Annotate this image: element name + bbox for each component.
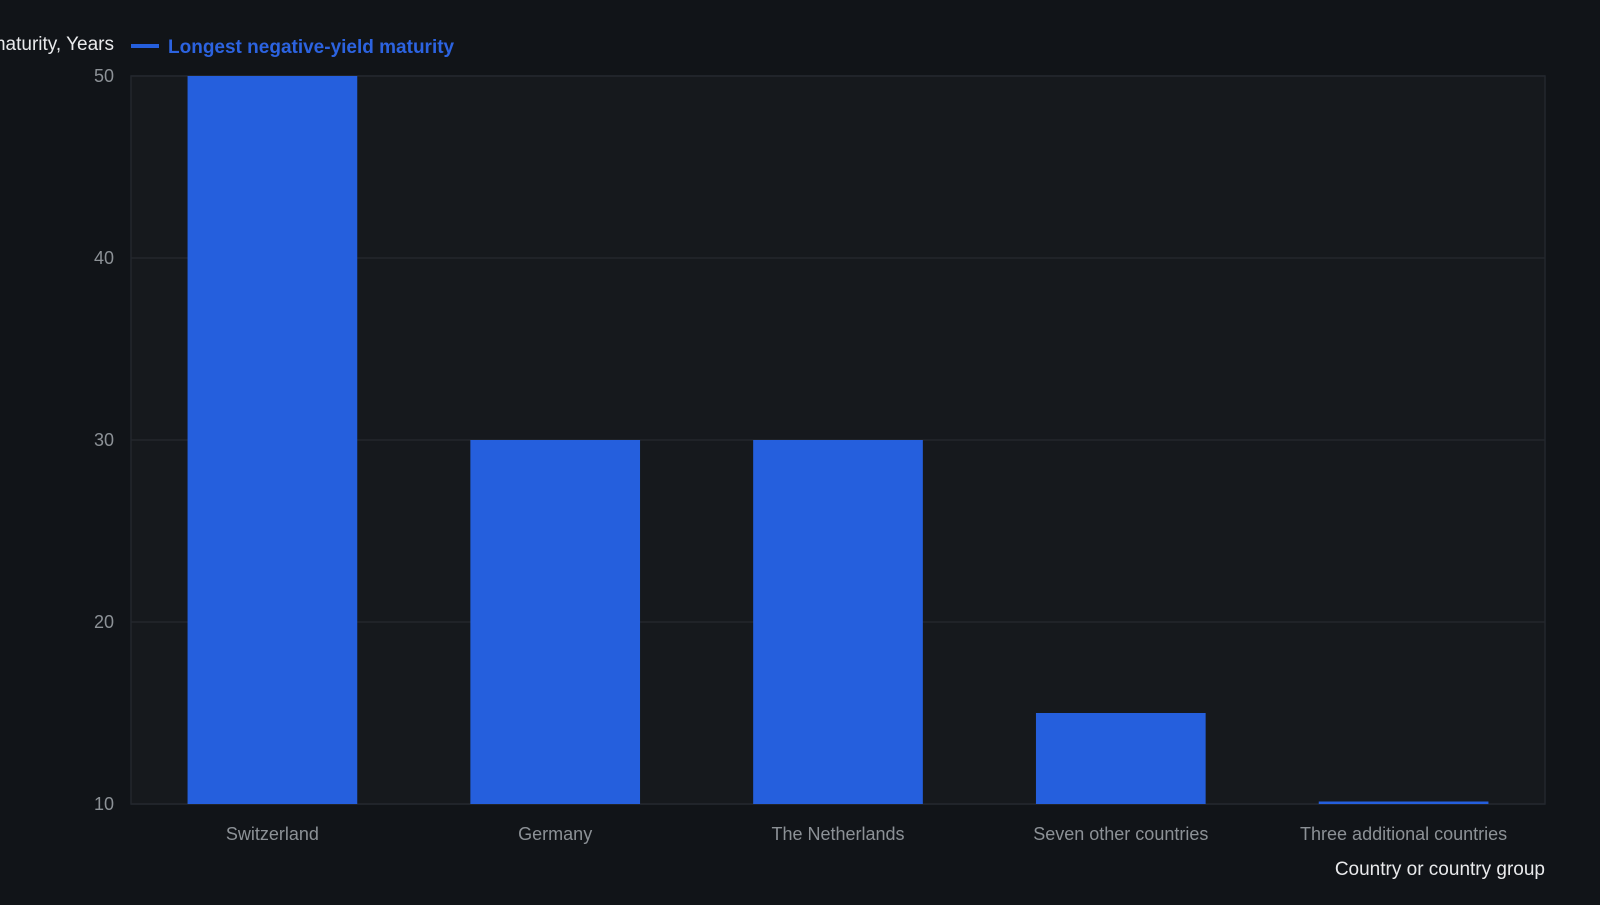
y-tick-label: 50 xyxy=(94,66,114,86)
y-tick-label: 10 xyxy=(94,794,114,814)
x-axis-ticks: Switzerland Germany The Netherlands Seven o… xyxy=(226,824,1507,844)
x-tick-label: Germany xyxy=(518,824,592,844)
x-tick-label: Switzerland xyxy=(226,824,319,844)
x-tick-label: Three additional countries xyxy=(1300,824,1507,844)
bar[interactable] xyxy=(1035,713,1206,804)
bar[interactable] xyxy=(753,440,923,804)
bar[interactable] xyxy=(187,76,358,804)
x-tick-label: Seven other countries xyxy=(1033,824,1208,844)
x-tick-label: The Netherlands xyxy=(771,824,904,844)
y-axis-label: maturity, Years xyxy=(0,34,114,55)
bars xyxy=(187,76,1489,805)
legend-label: Longest negative-yield maturity xyxy=(168,37,455,58)
y-tick-label: 40 xyxy=(94,248,114,268)
y-axis-ticks: 10 20 30 40 50 xyxy=(94,66,114,814)
y-tick-label: 30 xyxy=(94,430,114,450)
x-axis-label: Country or country group xyxy=(1335,859,1545,880)
bar[interactable] xyxy=(470,440,641,804)
legend[interactable]: Longest negative-yield maturity xyxy=(131,37,455,58)
y-tick-label: 20 xyxy=(94,612,114,632)
bar[interactable] xyxy=(1318,801,1489,805)
